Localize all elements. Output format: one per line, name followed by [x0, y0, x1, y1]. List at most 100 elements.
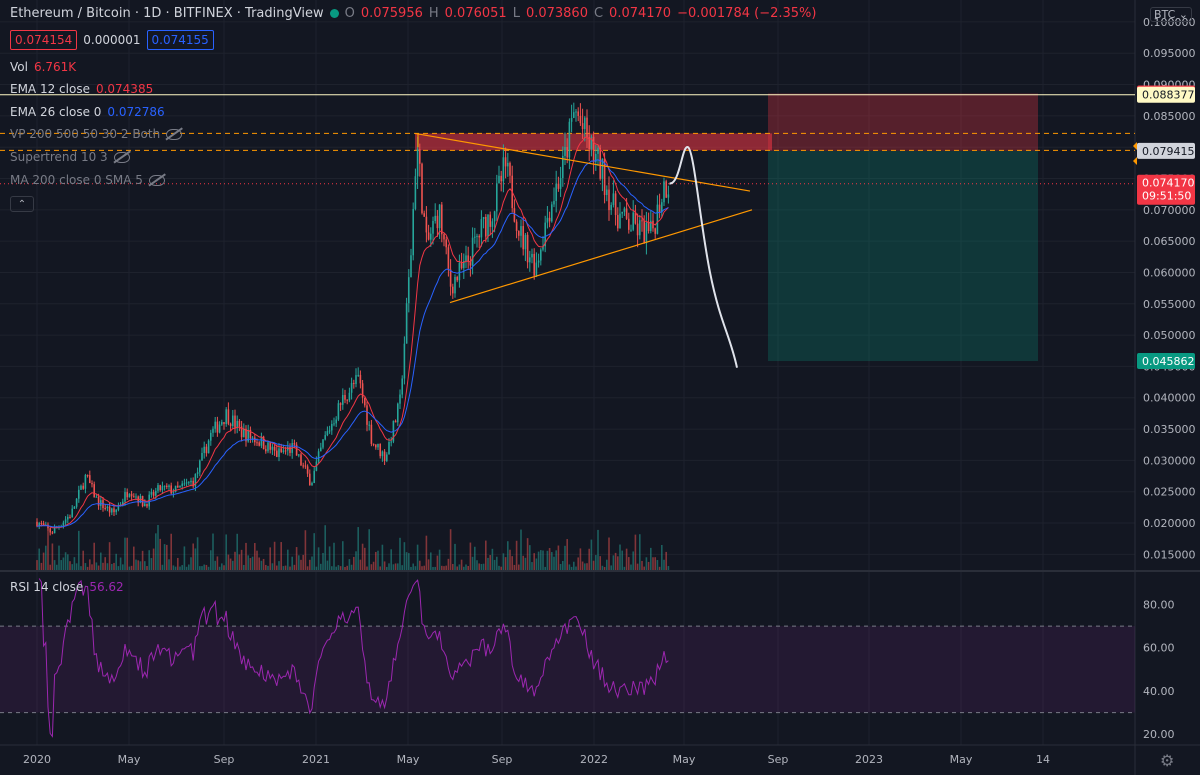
- rsi-label[interactable]: RSI 14 close: [10, 580, 84, 594]
- candle-body: [410, 255, 412, 278]
- volume-bar: [262, 558, 265, 570]
- candle-body: [568, 121, 571, 158]
- candle-body: [234, 415, 236, 428]
- candle-body: [608, 189, 610, 211]
- candle-body: [474, 236, 476, 238]
- vp-label[interactable]: VP 200 500 50 30 2 Both: [10, 127, 161, 141]
- volume-bar: [581, 561, 584, 570]
- x-tick-label: 2021: [302, 753, 330, 766]
- ohlc-change: −0.001784 (−2.35%): [677, 6, 817, 21]
- candle-body: [414, 176, 417, 209]
- ema12-label[interactable]: EMA 12 close: [10, 82, 90, 96]
- volume-bar: [117, 566, 120, 570]
- hidden-eye-icon[interactable]: [166, 128, 183, 140]
- volume-bar: [375, 551, 377, 570]
- vol-label[interactable]: Vol: [10, 60, 28, 74]
- volume-bar: [630, 564, 632, 570]
- volume-bar: [636, 563, 639, 570]
- bid-button[interactable]: 0.074154: [10, 30, 78, 50]
- rsi-line: [38, 578, 669, 738]
- candle-body: [383, 451, 386, 461]
- candle-body: [452, 286, 454, 294]
- volume-bar: [122, 564, 124, 570]
- volume-bar: [608, 537, 610, 570]
- volume-bar: [564, 545, 566, 570]
- candle-body: [650, 220, 652, 232]
- volume-bar: [179, 566, 181, 570]
- volume-bar: [357, 527, 359, 570]
- supertrend-label[interactable]: Supertrend 10 3: [10, 150, 108, 164]
- volume-bar: [595, 555, 597, 570]
- candle-body: [218, 424, 221, 433]
- volume-bar: [370, 564, 373, 570]
- candle-body: [570, 117, 573, 122]
- volume-bar: [232, 560, 234, 570]
- candle-body: [214, 421, 216, 429]
- hidden-eye-icon[interactable]: [113, 151, 130, 163]
- volume-bar: [509, 549, 511, 570]
- volume-bar: [194, 548, 197, 570]
- settings-gear-icon[interactable]: ⚙: [1160, 751, 1175, 770]
- ema26-label[interactable]: EMA 26 close 0: [10, 105, 102, 119]
- candle-body: [267, 442, 269, 452]
- volume-bar: [353, 556, 355, 570]
- volume-bar: [592, 560, 595, 570]
- candle-body: [381, 451, 384, 457]
- x-tick-label: 2020: [23, 753, 51, 766]
- candle-body: [342, 395, 344, 405]
- y-tick-label: 0.015000: [1143, 548, 1196, 561]
- candle-body: [592, 136, 595, 163]
- candle-body: [489, 214, 491, 227]
- candle-body: [155, 490, 157, 496]
- candle-body: [500, 175, 502, 182]
- volume-bar: [148, 550, 150, 570]
- candle-body: [639, 220, 641, 236]
- volume-bar: [619, 544, 621, 570]
- collapse-legend-button[interactable]: ⌃: [10, 196, 34, 212]
- volume-bar: [584, 563, 586, 570]
- volume-bar: [359, 559, 362, 570]
- candle-body: [647, 222, 650, 232]
- candle-body: [117, 505, 120, 510]
- candle-body: [73, 506, 76, 509]
- volume-bar: [249, 558, 252, 570]
- volume-bar: [553, 556, 555, 570]
- volume-bar: [201, 566, 203, 570]
- volume-bar: [240, 549, 243, 570]
- volume-bar: [324, 525, 326, 570]
- candle-body: [588, 137, 590, 149]
- currency-selector[interactable]: BTC ⌄: [1150, 7, 1193, 22]
- ma200-label[interactable]: MA 200 close 0 SMA 5: [10, 173, 143, 187]
- volume-bar: [456, 566, 458, 570]
- candle-body: [104, 508, 106, 510]
- volume-bar: [546, 550, 549, 570]
- rsi-tick-label: 60.00: [1143, 642, 1175, 655]
- candle-body: [194, 473, 197, 487]
- candle-body: [443, 234, 445, 240]
- candle-body: [493, 211, 496, 222]
- volume-bar: [533, 553, 535, 570]
- candle-body: [430, 233, 432, 240]
- volume-bar: [185, 566, 188, 570]
- volume-bar: [115, 553, 117, 570]
- symbol-title[interactable]: Ethereum / Bitcoin · 1D · BITFINEX · Tra…: [10, 6, 324, 21]
- volume-bar: [491, 548, 494, 570]
- ask-button[interactable]: 0.074155: [146, 30, 214, 50]
- candle-body: [49, 528, 51, 533]
- candle-body: [251, 437, 254, 439]
- volume-bar: [64, 552, 67, 570]
- candle-body: [317, 451, 320, 462]
- candle-body: [185, 482, 188, 484]
- volume-bar: [656, 560, 659, 570]
- hidden-eye-icon[interactable]: [148, 174, 165, 186]
- volume-bar: [56, 564, 58, 570]
- candle-body: [379, 443, 381, 457]
- volume-bar: [443, 566, 445, 570]
- candle-body: [518, 230, 520, 236]
- candle-body: [617, 215, 619, 229]
- candle-body: [161, 486, 164, 491]
- candle-body: [480, 219, 483, 238]
- volume-bar: [137, 560, 139, 570]
- candle-body: [309, 473, 311, 486]
